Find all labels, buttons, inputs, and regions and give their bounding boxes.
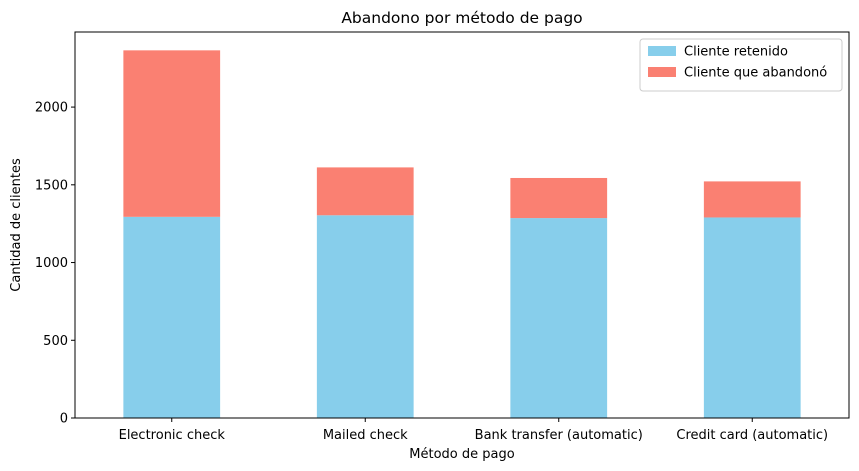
bar-segment-retained-1 <box>316 215 414 418</box>
legend-label-0: Cliente retenido <box>684 45 788 60</box>
legend-box <box>639 38 843 92</box>
bar-segment-retained-0 <box>123 216 221 418</box>
y-tick-label: 2000 <box>35 101 68 116</box>
legend-label-1: Cliente que abandonó <box>684 66 827 81</box>
y-tick-label: 0 <box>60 412 68 427</box>
legend: Cliente retenido Cliente que abandonó <box>639 38 843 92</box>
bar-segment-churned-1 <box>316 167 414 216</box>
chart-title: Abandono por método de pago <box>341 9 582 27</box>
bars-layer <box>123 50 801 418</box>
y-tick-label: 1500 <box>35 178 68 193</box>
x-tick-label: Bank transfer (automatic) <box>475 428 643 443</box>
y-axis-label: Cantidad de clientes <box>9 158 24 292</box>
x-tick-label: Credit card (automatic) <box>676 428 828 443</box>
bar-segment-retained-3 <box>703 217 801 418</box>
bar-segment-churned-0 <box>123 50 221 217</box>
x-tick-label: Mailed check <box>323 428 408 443</box>
bar-segment-churned-3 <box>703 181 801 218</box>
legend-swatch-1 <box>648 67 676 77</box>
x-tick-label: Electronic check <box>119 428 226 443</box>
bar-segment-churned-2 <box>510 177 608 219</box>
y-axis: 0 500 1000 1500 2000 <box>35 101 75 427</box>
x-axis-label: Método de pago <box>409 447 514 462</box>
bar-segment-retained-2 <box>510 218 608 418</box>
plot-area-frame <box>74 31 850 419</box>
y-tick-label: 500 <box>43 334 68 349</box>
x-axis: Electronic check Mailed check Bank transfe… <box>119 418 828 443</box>
y-tick-label: 1000 <box>35 256 68 271</box>
legend-swatch-0 <box>648 46 676 56</box>
